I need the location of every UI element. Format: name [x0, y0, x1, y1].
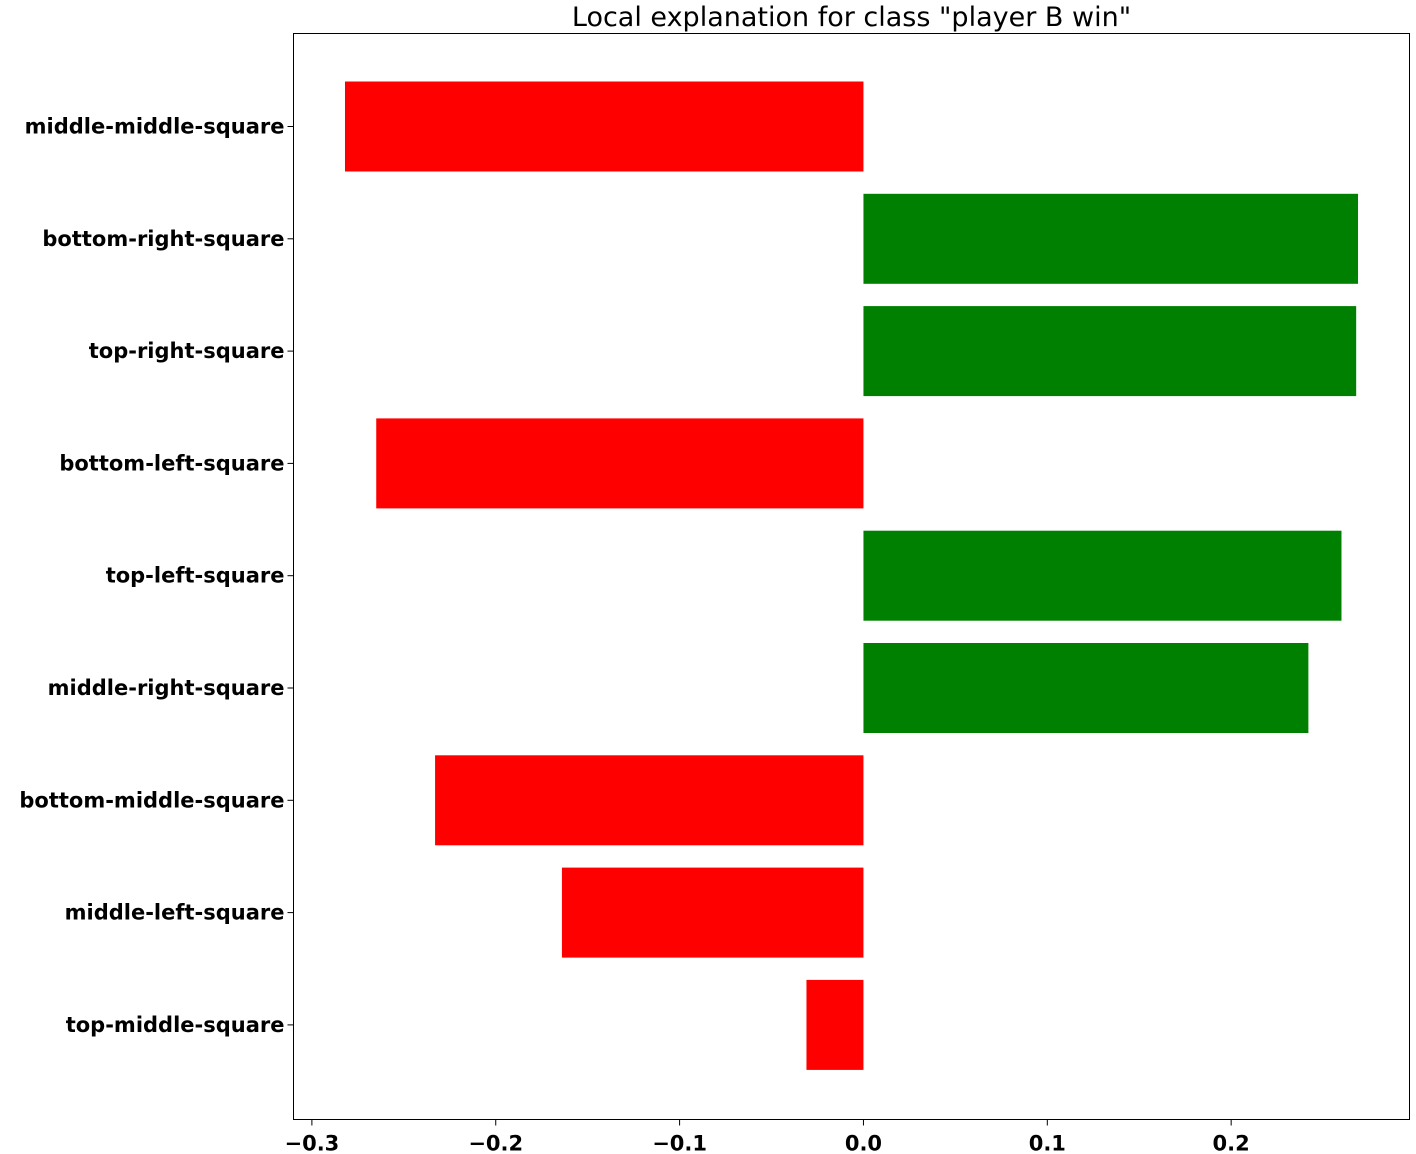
y-tick-label: top-middle-square	[66, 1013, 285, 1037]
y-tick-label: top-left-square	[106, 564, 285, 588]
x-tick-label: 0.0	[845, 1132, 882, 1154]
x-tick-label: 0.1	[1029, 1132, 1066, 1154]
y-tick-label: middle-right-square	[48, 676, 285, 700]
x-tick-label: −0.1	[652, 1132, 707, 1154]
y-tick-label: bottom-right-square	[42, 227, 284, 251]
bar-top-right-square	[863, 306, 1357, 397]
bar-top-middle-square	[806, 979, 864, 1070]
bar-top-left-square	[863, 530, 1342, 621]
x-tick-label: 0.2	[1213, 1132, 1250, 1154]
y-tick-label: bottom-left-square	[59, 451, 284, 475]
y-tick-label: top-right-square	[89, 339, 285, 363]
bar-middle-middle-square	[344, 81, 864, 172]
chart-title: Local explanation for class "player B wi…	[571, 2, 1132, 33]
y-tick-label: bottom-middle-square	[19, 788, 284, 812]
y-ticks-group: middle-middle-square bottom-right-square t…	[19, 115, 294, 1037]
bars-group	[344, 81, 1359, 1070]
y-tick-label: middle-middle-square	[25, 115, 285, 139]
bar-middle-left-square	[561, 867, 864, 958]
bar-bottom-right-square	[863, 193, 1359, 284]
bar-middle-right-square	[863, 643, 1309, 733]
x-tick-label: −0.2	[468, 1132, 523, 1154]
x-tick-label: −0.3	[284, 1132, 339, 1154]
y-tick-label: middle-left-square	[65, 901, 285, 925]
bar-bottom-middle-square	[435, 755, 864, 846]
bar-bottom-left-square	[376, 418, 864, 509]
plot-frame	[293, 33, 1410, 1120]
x-ticks-group: −0.3 −0.2 −0.1 0.0 0.1 0.2	[284, 1119, 1250, 1154]
